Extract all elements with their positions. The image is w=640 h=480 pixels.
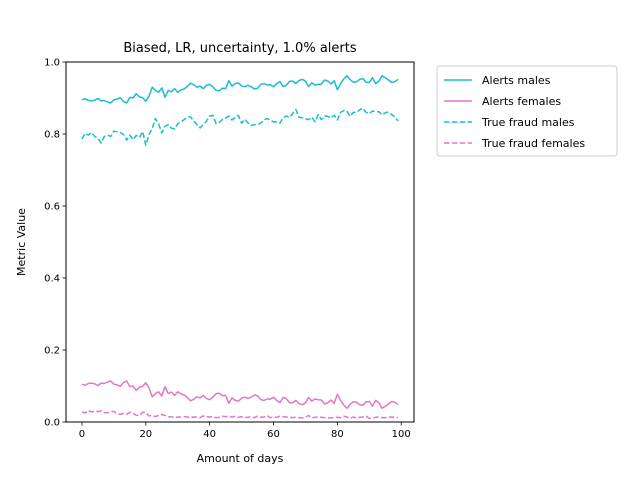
x-tick-label: 0 bbox=[79, 429, 85, 440]
x-tick-label: 100 bbox=[392, 429, 411, 440]
x-tick-label: 80 bbox=[331, 429, 344, 440]
y-axis-ticks: 0.0 0.2 0.4 0.6 0.8 1.0 bbox=[44, 58, 66, 429]
series-line-0 bbox=[81, 74, 399, 104]
y-tick-label: 0.8 bbox=[44, 130, 60, 141]
y-tick-label: 0.4 bbox=[44, 274, 60, 285]
legend-label-0: Alerts males bbox=[482, 74, 551, 87]
x-axis-ticks: 0 20 40 60 80 100 bbox=[79, 422, 411, 440]
series-line-2 bbox=[81, 107, 399, 146]
legend: Alerts males Alerts females True fraud mal… bbox=[436, 65, 618, 157]
x-tick-label: 20 bbox=[139, 429, 152, 440]
y-tick-label: 0.6 bbox=[44, 202, 60, 213]
legend-label-2: True fraud males bbox=[481, 116, 575, 129]
plot-frame bbox=[65, 61, 415, 423]
series-line-3 bbox=[81, 409, 399, 420]
x-tick-label: 60 bbox=[267, 429, 280, 440]
y-tick-label: 0.0 bbox=[44, 418, 60, 429]
y-tick-label: 0.2 bbox=[44, 346, 60, 357]
legend-label-1: Alerts females bbox=[482, 95, 561, 108]
y-axis-label: Metric Value bbox=[15, 208, 28, 276]
legend-box bbox=[436, 65, 618, 157]
legend-label-3: True fraud females bbox=[481, 137, 585, 150]
x-tick-label: 40 bbox=[203, 429, 216, 440]
series-line-1 bbox=[81, 380, 399, 410]
chart-title: Biased, LR, uncertainty, 1.0% alerts bbox=[123, 41, 356, 56]
x-axis-label: Amount of days bbox=[197, 452, 284, 465]
plot-lines bbox=[81, 74, 399, 420]
y-tick-label: 1.0 bbox=[44, 58, 60, 69]
